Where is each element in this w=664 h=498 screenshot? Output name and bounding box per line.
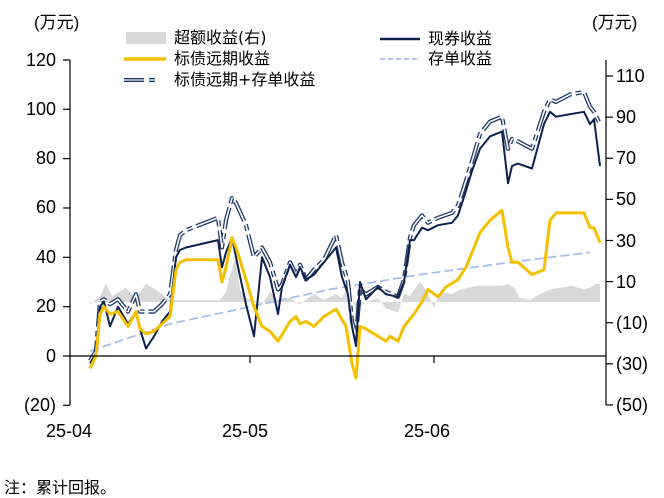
legend-item-cd: 存单收益 <box>428 49 493 68</box>
left-axis-unit: (万元) <box>34 13 80 32</box>
legend-item-cash-bond: 现券收益 <box>428 29 493 48</box>
left-tick-label: 0 <box>45 346 56 366</box>
legend-item-forward-plus-cd: 标债远期+存单收益 <box>174 70 316 89</box>
left-tick-label: 80 <box>35 148 56 168</box>
footnote: 注：累计回报。 <box>4 478 117 497</box>
legend-swatch-excess <box>126 32 166 44</box>
right-tick-label: 90 <box>616 107 637 127</box>
right-tick-label: 110 <box>616 66 645 86</box>
legend-item-bond-forward: 标债远期收益 <box>174 49 271 68</box>
right-tick-label: (30) <box>616 354 649 374</box>
left-tick-label: (20) <box>23 395 56 415</box>
right-tick-label: (50) <box>616 395 649 415</box>
right-tick-label: 10 <box>616 272 637 292</box>
x-tick-label: 25-06 <box>404 421 451 441</box>
right-tick-label: (10) <box>616 313 649 333</box>
left-tick-label: 100 <box>25 99 56 119</box>
right-tick-label: 30 <box>616 231 637 251</box>
right-tick-label: 70 <box>616 148 637 168</box>
axes <box>63 59 613 406</box>
right-tick-label: 50 <box>616 189 637 209</box>
left-tick-label: 40 <box>35 247 56 267</box>
right-axis-unit: (万元) <box>592 13 638 32</box>
x-tick-label: 25-05 <box>222 421 269 441</box>
cash-bond-return-line <box>89 110 601 364</box>
left-tick-label: 60 <box>35 197 56 217</box>
x-tick-label: 25-04 <box>46 421 93 441</box>
left-axis-ticks <box>63 59 70 406</box>
forward-plus-cd-return-line <box>88 89 602 362</box>
right-axis-ticks <box>606 75 613 406</box>
legend-swatches <box>124 32 420 82</box>
bond-forward-return-line <box>88 208 602 380</box>
cd-return-line <box>89 251 591 352</box>
legend-item-excess-return: 超额收益(右) <box>174 28 267 47</box>
left-tick-label: 120 <box>25 50 56 70</box>
excess-return-area <box>90 256 600 313</box>
left-tick-label: 20 <box>35 296 56 316</box>
